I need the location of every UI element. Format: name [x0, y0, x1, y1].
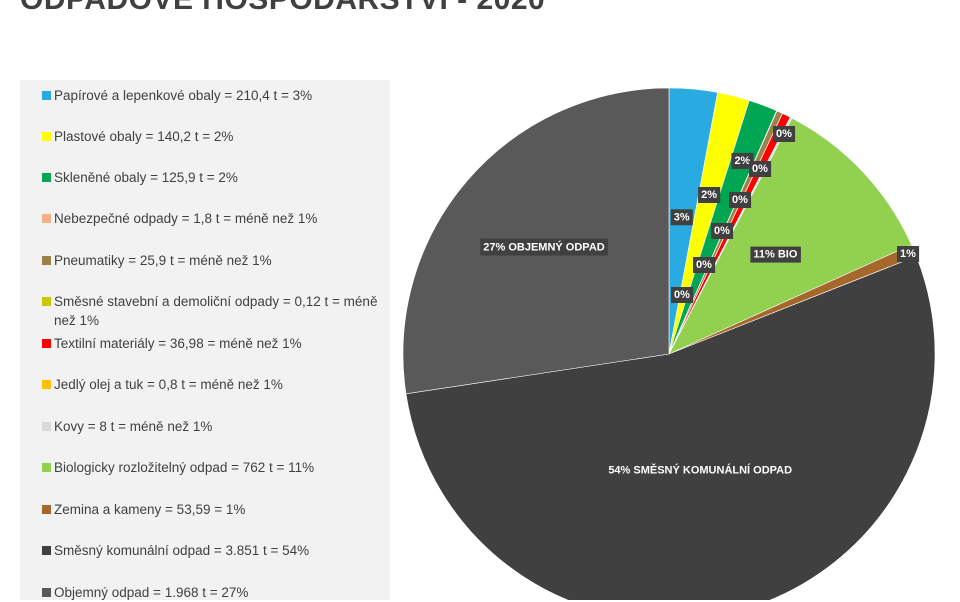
legend-swatch [42, 297, 51, 306]
data-label-text: 3% [674, 211, 690, 223]
data-label-objemny-odpad: 27% OBJEMNÝ ODPAD [480, 238, 608, 256]
data-label-box [480, 238, 608, 256]
legend-label: Jedlý olej a tuk = 0,8 t = méně než 1% [54, 377, 283, 392]
data-label-plastove-obaly: 2% [698, 187, 721, 203]
legend-label: Textilní materiály = 36,98 = méně než 1% [54, 336, 302, 351]
data-label-box [773, 126, 796, 142]
data-label-kovy: 0% [671, 287, 694, 303]
legend-item-paper: Papírové a lepenkové obaly = 210,4 t = 3… [40, 86, 380, 105]
legend-item-tyres: Pneumatiky = 25,9 t = méně než 1% [40, 251, 380, 270]
legend-swatch [42, 214, 51, 223]
legend-swatch [42, 380, 51, 389]
legend-swatch [42, 132, 51, 141]
legend-item-plastic: Plastové obaly = 140,2 t = 2% [40, 127, 380, 146]
legend-label: Plastové obaly = 140,2 t = 2% [54, 129, 234, 144]
pie-slices [402, 87, 936, 600]
data-label-smesne-stavebni-a-demolicni-odpady: 0% [729, 192, 752, 208]
data-label-box [711, 223, 734, 239]
data-label-jedly-olej-a-tuk: 0% [693, 257, 716, 273]
legend-swatch [42, 505, 51, 514]
data-label-biologicky-rozlozitelny-odpad: 11% BIO [750, 246, 801, 263]
data-label-box [897, 246, 920, 262]
data-label-text: 0% [714, 225, 730, 237]
legend-label: Pneumatiky = 25,9 t = méně než 1% [54, 253, 272, 268]
pie-data-labels: 3%2%2%0%0%0%0%0%0%11% BIO 1%54% SMĚSNÝ KO… [480, 126, 920, 479]
data-label-text: 54% SMĚSNÝ KOMUNÁLNÍ ODPAD [608, 464, 792, 477]
legend-item-oil: Jedlý olej a tuk = 0,8 t = méně než 1% [40, 375, 380, 394]
data-label-pneumatiky: 0% [749, 161, 772, 177]
data-label-text: 27% OBJEMNÝ ODPAD [483, 241, 604, 254]
pie-slice-biologicky-rozlozitelny-odpad [668, 117, 912, 355]
data-label-text: 2% [701, 189, 717, 201]
legend-swatch [42, 256, 51, 265]
chart-title: ODPADOVÉ HOSPODÁŘSTVÍ - 2020 [20, 0, 545, 17]
legend-label: Papírové a lepenkové obaly = 210,4 t = 3… [54, 88, 313, 103]
data-label-box [698, 187, 721, 203]
data-label-text: 2% [734, 155, 750, 167]
legend-label: Směsný komunální odpad = 3.851 t = 54% [54, 543, 310, 558]
data-label-text: 0% [732, 194, 748, 206]
data-label-box [750, 246, 801, 263]
legend-swatch [42, 546, 51, 555]
data-label-nebezpecne-odpady: 0% [773, 126, 796, 142]
data-label-text: 0% [776, 128, 792, 140]
legend-item-soil: Zemina a kameny = 53,59 = 1% [40, 500, 380, 519]
legend-swatch [42, 422, 51, 431]
legend-label: Nebezpečné odpady = 1,8 t = méně než 1% [54, 211, 318, 226]
data-label-box [671, 287, 694, 303]
legend-item-construction: Směsné stavební a demoliční odpady = 0,1… [40, 292, 380, 330]
legend-item-metal: Kovy = 8 t = méně než 1% [40, 417, 380, 436]
legend-item-bio: Biologicky rozložitelný odpad = 762 t = … [40, 458, 380, 477]
pie-slice-smesny-komunalni-odpad [405, 255, 936, 600]
data-label-papirove-a-lepenkove-obaly: 3% [670, 209, 693, 226]
legend-item-bulky: Objemný odpad = 1.968 t = 27% [40, 583, 380, 602]
data-label-zemina-a-kameny: 1% [897, 246, 920, 262]
data-label-box [749, 161, 772, 177]
legend-label: Směsné stavební a demoliční odpady = 0,1… [54, 294, 378, 328]
data-label-sklenene-obaly: 2% [731, 152, 754, 169]
data-label-text: 0% [696, 259, 712, 271]
data-label-box [670, 209, 693, 226]
data-label-textilni-materialy: 0% [711, 223, 734, 239]
data-label-box [731, 152, 754, 169]
legend-swatch [42, 588, 51, 597]
data-label-text: 1% [900, 248, 916, 260]
legend-item-glass: Skleněné obaly = 125,9 t = 2% [40, 168, 380, 187]
legend-item-mixed-municipal: Směsný komunální odpad = 3.851 t = 54% [40, 541, 380, 560]
data-label-box [605, 461, 796, 479]
data-label-text: 11% BIO [753, 249, 797, 261]
data-label-smesny-komunalni-odpad: 54% SMĚSNÝ KOMUNÁLNÍ ODPAD [605, 461, 796, 479]
data-label-text: 0% [752, 163, 768, 175]
data-label-text: 0% [674, 289, 690, 301]
legend-label: Objemný odpad = 1.968 t = 27% [54, 585, 249, 600]
legend-swatch [42, 91, 51, 100]
legend-label: Kovy = 8 t = méně než 1% [54, 419, 213, 434]
legend-swatch [42, 463, 51, 472]
legend-item-hazardous: Nebezpečné odpady = 1,8 t = méně než 1% [40, 209, 380, 228]
legend-panel: Papírové a lepenkové obaly = 210,4 t = 3… [20, 80, 390, 600]
legend-label: Zemina a kameny = 53,59 = 1% [54, 502, 246, 517]
legend-label: Skleněné obaly = 125,9 t = 2% [54, 170, 238, 185]
legend-label: Biologicky rozložitelný odpad = 762 t = … [54, 460, 315, 475]
legend-item-textile: Textilní materiály = 36,98 = méně než 1% [40, 334, 380, 353]
data-label-box [729, 192, 752, 208]
data-label-box [693, 257, 716, 273]
legend-swatch [42, 173, 51, 182]
legend-swatch [42, 339, 51, 348]
